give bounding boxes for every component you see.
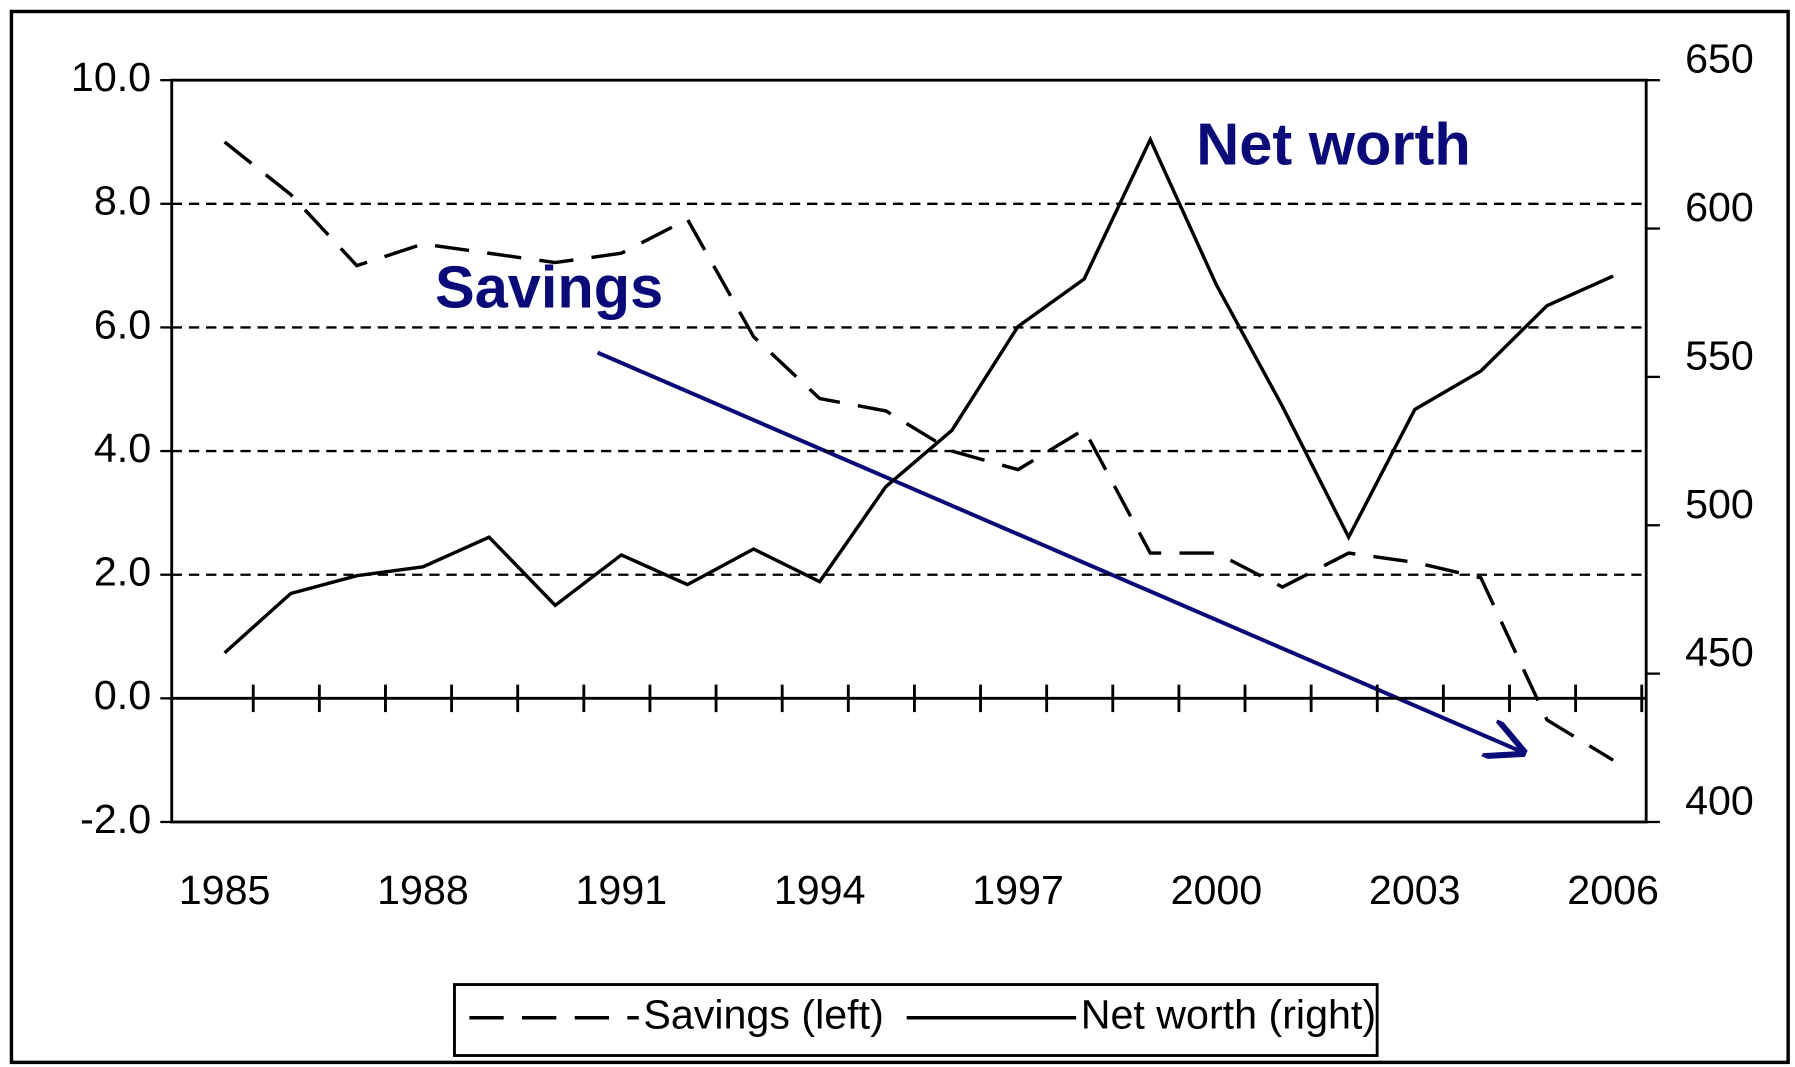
annotation: Savings [435,254,663,321]
y2-tick-label: 550 [1685,332,1754,378]
x-tick-label: 1997 [972,867,1064,913]
y2-tick-label: 650 [1685,36,1754,82]
y2-tick-label: 600 [1685,184,1754,230]
x-tick-label: 1991 [575,867,667,913]
y2-tick-label: 500 [1685,481,1754,527]
y-tick-label: 4.0 [94,425,151,471]
y-tick-label: 10.0 [71,54,151,100]
y-tick-label: 2.0 [94,549,151,595]
x-tick-label: 2006 [1567,867,1659,913]
series-line [223,135,1614,655]
y2-tick-label: 400 [1685,778,1754,824]
x-tick-label: 1994 [774,867,866,913]
y-tick-label: 8.0 [94,178,151,224]
frame [9,9,1790,1065]
arrow [596,350,1523,753]
legend-label: Savings (left) [643,992,883,1038]
y-tick-label: -2.0 [80,796,151,842]
series-line [223,140,1615,762]
x-tick-label: 2003 [1369,867,1461,913]
legend-label: Net worth (right) [1081,992,1376,1038]
y-tick-label: 0.0 [94,672,151,718]
y2-tick-label: 450 [1685,629,1754,675]
x-tick-label: 1988 [377,867,469,913]
legend-box [453,983,1379,1057]
y-tick-label: 6.0 [94,301,151,347]
x-tick-label: 2000 [1171,867,1263,913]
x-tick-label: 1985 [179,867,271,913]
annotation: Net worth [1196,111,1470,178]
